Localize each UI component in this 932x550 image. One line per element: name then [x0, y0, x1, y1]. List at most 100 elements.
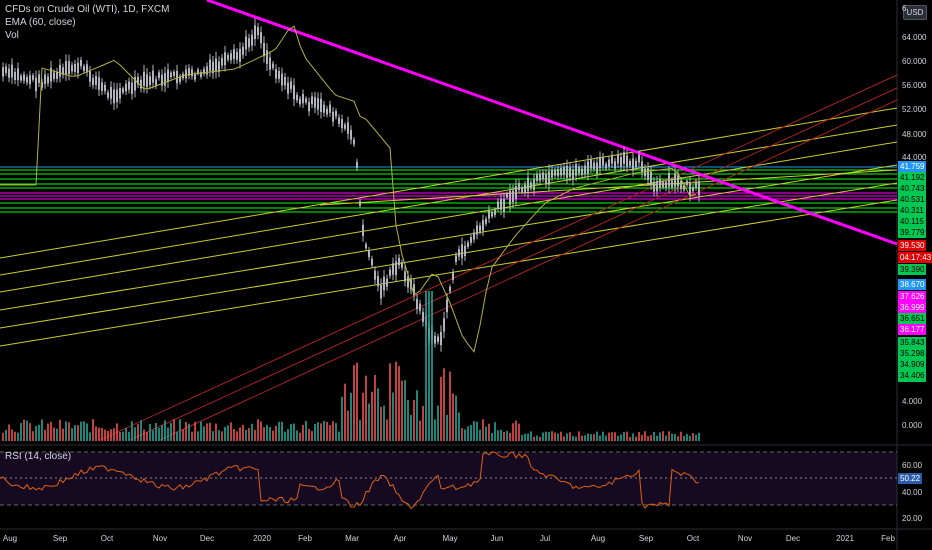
candle-body	[53, 72, 55, 79]
volume-bar	[491, 432, 493, 441]
candle-body	[2, 67, 4, 77]
candle-body	[401, 262, 403, 268]
volume-bar	[677, 436, 679, 441]
candle-body	[362, 224, 364, 236]
volume-bar	[530, 431, 532, 441]
volume-bar	[419, 420, 421, 441]
candle-body	[419, 303, 421, 311]
candle-body	[317, 98, 319, 110]
volume-bar	[407, 400, 409, 441]
candle-body	[251, 34, 253, 46]
candle-body	[59, 64, 61, 77]
volume-bar	[170, 422, 172, 441]
candle-body	[593, 162, 595, 169]
candle-body	[626, 155, 628, 167]
volume-bar	[431, 291, 433, 441]
volume-bar	[128, 431, 130, 441]
volume-bar	[350, 392, 352, 441]
candle-body	[527, 177, 529, 192]
candle-body	[632, 158, 634, 171]
volume-bar	[401, 380, 403, 441]
time-axis-label: 2021	[836, 534, 854, 543]
volume-bar	[392, 392, 394, 441]
candle-body	[68, 61, 70, 75]
candle-body	[32, 75, 34, 80]
rsi-legend[interactable]: RSI (14, close)	[5, 451, 72, 462]
candle-body	[233, 49, 235, 60]
volume-legend[interactable]: Vol	[5, 30, 19, 41]
price-tag: 36.177	[898, 324, 927, 335]
ema-legend[interactable]: EMA (60, close)	[5, 17, 76, 28]
volume-bar	[104, 429, 106, 441]
channel-line-6	[319, 169, 898, 206]
symbol-legend[interactable]: CFDs on Crude Oil (WTI), 1D, FXCM	[5, 4, 170, 15]
candle-body	[329, 104, 331, 113]
candle-body	[335, 111, 337, 117]
volume-bar	[569, 432, 571, 441]
candle-body	[227, 55, 229, 60]
volume-bar	[539, 436, 541, 441]
volume-bar	[461, 428, 463, 441]
volume-bar	[590, 434, 592, 441]
candle-body	[215, 58, 217, 72]
price-tag: 40.115	[898, 216, 926, 227]
volume-bar	[131, 421, 133, 441]
volume-bar	[473, 421, 475, 441]
candle-body	[566, 165, 568, 178]
candle-body	[479, 225, 481, 232]
candle-body	[548, 171, 550, 185]
volume-bar	[356, 362, 358, 441]
volume-bar	[581, 435, 583, 441]
candle-body	[380, 284, 382, 299]
candle-body	[464, 245, 466, 256]
volume-bar	[689, 435, 691, 441]
volume-bar	[446, 414, 448, 441]
volume-bar	[650, 435, 652, 441]
time-axis-label: Mar	[345, 534, 359, 543]
candle-body	[149, 76, 151, 86]
volume-bar	[308, 428, 310, 441]
candle-body	[164, 73, 166, 86]
volume-bar	[698, 432, 700, 441]
candle-body	[269, 57, 271, 70]
volume-bar	[182, 429, 184, 441]
red-trend-line-0	[99, 74, 898, 441]
volume-bar	[680, 431, 682, 441]
volume-bar	[203, 426, 205, 441]
volume-bar	[137, 424, 139, 441]
volume-bar	[344, 383, 346, 441]
candle-body	[92, 78, 94, 86]
volume-bar	[623, 432, 625, 441]
candle-body	[440, 331, 442, 346]
volume-bar	[584, 435, 586, 441]
volume-bar	[374, 374, 376, 441]
candle-body	[560, 168, 562, 176]
red-trend-line-1	[129, 87, 898, 441]
candle-body	[494, 209, 496, 215]
volume-bar	[230, 422, 232, 441]
candle-body	[206, 66, 208, 75]
volume-bar	[194, 421, 196, 441]
volume-bar	[113, 428, 115, 441]
time-axis-label: Sep	[52, 534, 68, 543]
candle-body	[662, 182, 664, 188]
candle-body	[581, 168, 583, 176]
volume-bar	[509, 432, 511, 441]
red-trend-line-2	[159, 99, 898, 441]
volume-bar	[347, 410, 349, 441]
volume-bar	[512, 423, 514, 441]
candle-body	[119, 88, 121, 99]
volume-bar	[485, 426, 487, 441]
volume-bar	[410, 414, 412, 441]
candle-body	[587, 161, 589, 175]
candle-body	[245, 36, 247, 50]
candle-body	[569, 167, 571, 177]
volume-bar	[305, 420, 307, 441]
volume-bar	[629, 436, 631, 441]
volume-bar	[212, 431, 214, 441]
currency-button[interactable]: USD	[903, 5, 927, 20]
candle-body	[311, 96, 313, 105]
volume-bar	[389, 363, 391, 441]
candle-body	[242, 46, 244, 55]
